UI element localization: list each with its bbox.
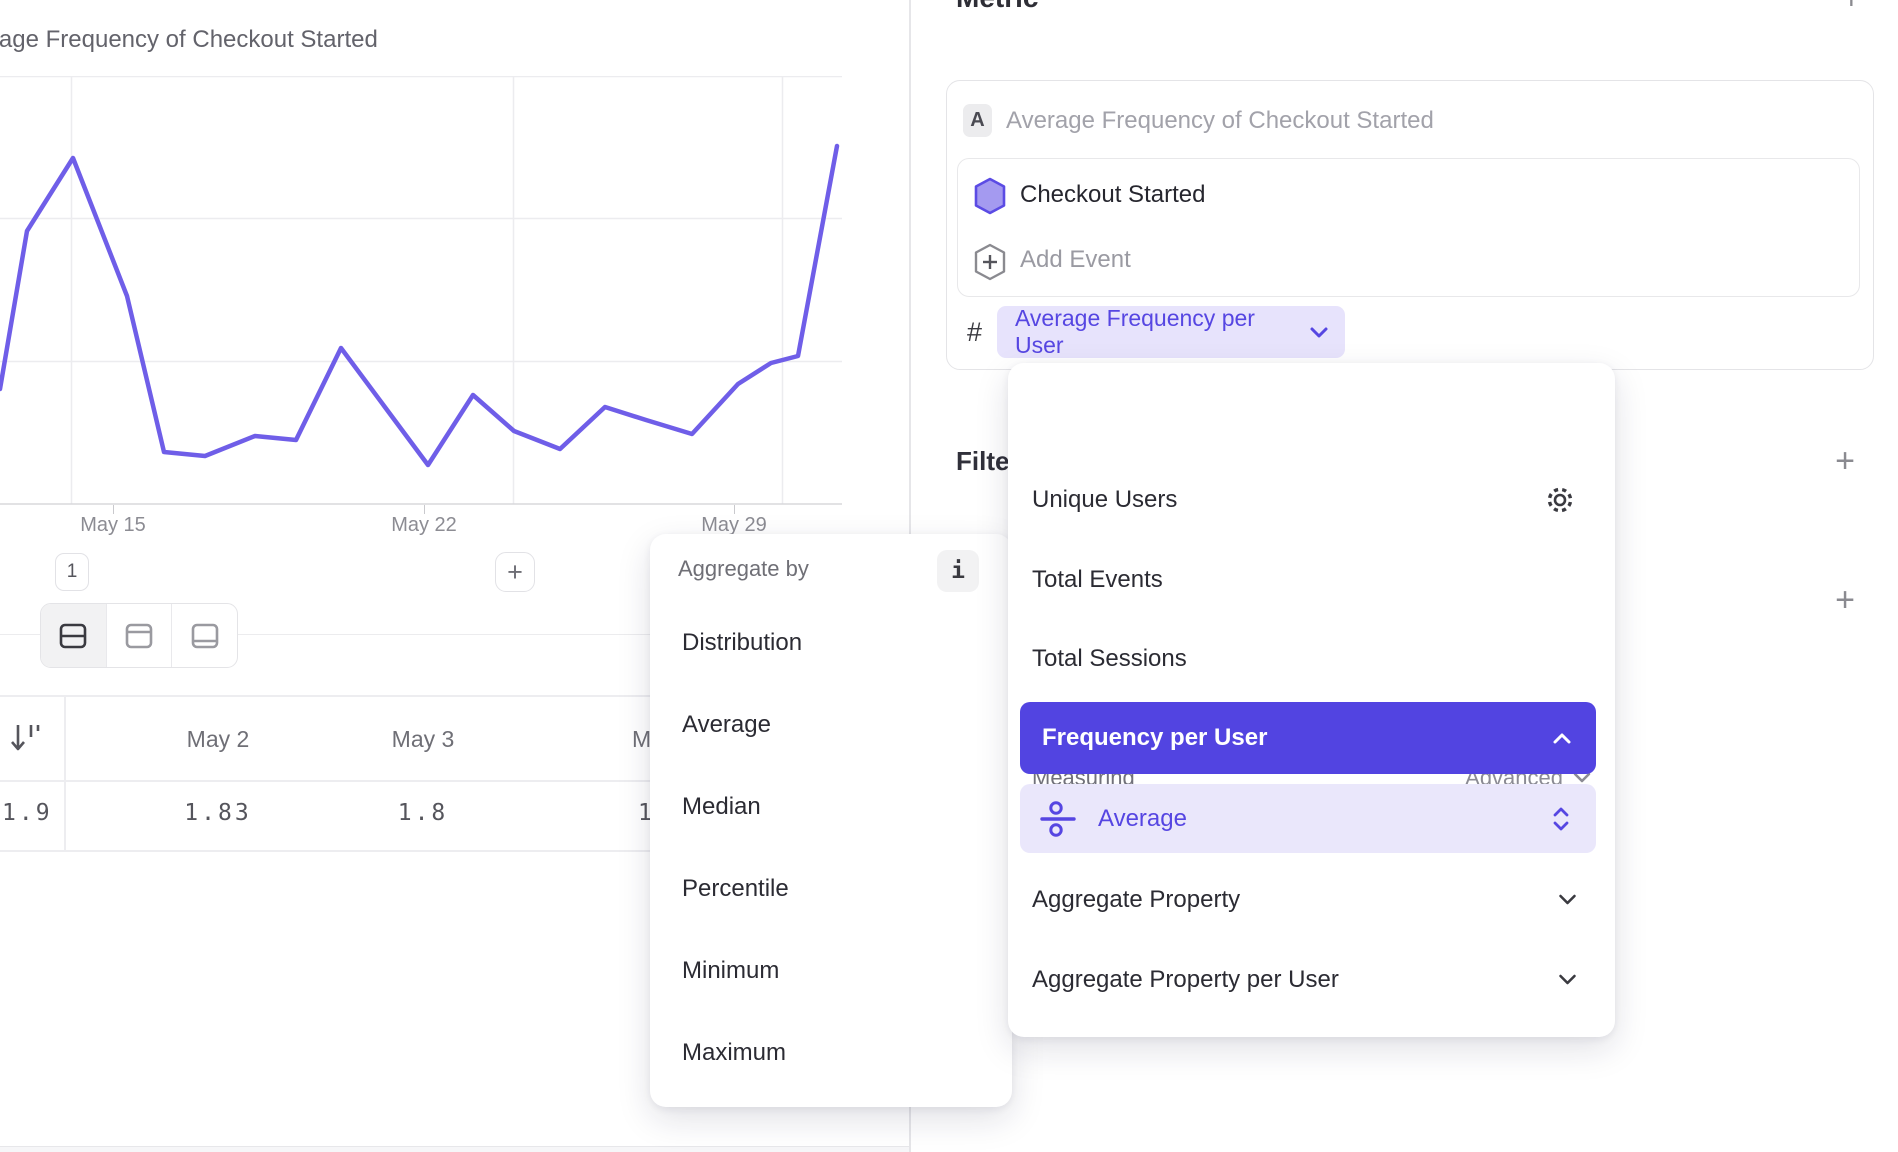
measure-type-icon: # [967,317,983,347]
aggregate-item-distribution[interactable]: Distribution [650,619,802,667]
metric-card: A Average Frequency of Checkout Started … [946,80,1874,370]
menu-item-aggregate-property[interactable]: Aggregate Property [1008,872,1615,928]
menu-item-total-events[interactable]: Total Events [1008,552,1615,608]
add-annotation-button[interactable]: + [495,552,535,592]
layout-table-only-button[interactable] [171,604,237,667]
panel-bottom-strip [0,1146,909,1152]
table-sticky-divider [64,695,66,850]
menu-item-label: Total Events [1032,566,1163,593]
x-tick-label: May 29 [701,514,767,536]
aggregate-item-label: Minimum [682,957,780,984]
aggregate-item-minimum[interactable]: Minimum [650,947,779,995]
add-filter-button[interactable]: + [1835,441,1855,480]
aggregate-item-maximum[interactable]: Maximum [650,1029,786,1077]
table-column-header[interactable]: May 2 [186,726,250,752]
menu-subitem-average[interactable]: Average [1020,784,1596,853]
subitem-label: Average [1098,804,1187,832]
table-header-border [0,780,909,782]
table-only-icon [191,623,218,648]
menu-item-label: Unique Users [1032,486,1178,513]
x-tick-mark [734,505,735,514]
metric-badge: A [963,104,992,137]
average-divide-icon [1040,800,1076,837]
selected-item-label: Frequency per User [1042,724,1268,751]
add-event-button[interactable]: Add Event [1020,246,1131,273]
gear-icon[interactable] [1543,483,1577,517]
split-view-icon [60,623,87,648]
chevron-up-icon [1553,733,1571,743]
table-column-header[interactable]: May 3 [391,726,455,752]
table-cell-value: 1.9 [2,800,53,826]
layout-chart-only-button[interactable] [105,604,172,667]
measuring-menu: Measuring Advanced Unique Users Total Ev… [1008,363,1615,1037]
table-top-border [0,695,909,697]
info-button[interactable]: i [937,550,979,592]
table-cell-value: 1.8 [397,800,449,826]
chevron-down-icon [1559,894,1576,905]
event-card: Checkout Started Add Event [957,158,1860,297]
menu-item-unique-users[interactable]: Unique Users [1008,472,1615,528]
metric-name[interactable]: Average Frequency of Checkout Started [1006,107,1434,134]
table-cell-value: 1.83 [184,800,252,826]
metric-section-title: Metric [956,0,1038,14]
add-metric-button[interactable]: + [1842,0,1861,17]
menu-item-label: Aggregate Property [1032,886,1241,913]
aggregate-item-label: Average [682,711,771,738]
layout-split-button[interactable] [41,604,106,667]
aggregate-item-label: Percentile [682,875,789,902]
add-event-icon[interactable] [974,243,1006,281]
layout-toggle-group [40,603,238,668]
table-row-border [0,850,909,852]
aggregate-item-average[interactable]: Average [650,701,771,749]
aggregate-item-percentile[interactable]: Percentile [650,865,789,913]
measurement-dropdown-button[interactable]: Average Frequency per User [997,305,1345,358]
chevron-down-icon [1310,327,1328,337]
x-tick-label: May 22 [391,514,457,536]
chevron-up-down-icon [1553,807,1569,830]
table-cell-value: 1 [638,800,655,826]
add-breakdown-button[interactable]: + [1835,580,1855,619]
aggregate-item-median[interactable]: Median [650,783,761,831]
sort-icon[interactable] [10,720,44,761]
chart-title: Average Frequency of Checkout Started [0,26,378,53]
menu-item-aggregate-property-per-user[interactable]: Aggregate Property per User [1008,952,1615,1008]
aggregate-item-label: Distribution [682,629,803,656]
aggregate-by-menu: Aggregate by i Distribution Average Median… [650,534,1012,1107]
menu-item-total-sessions[interactable]: Total Sessions [1008,631,1615,687]
aggregate-item-label: Median [682,793,761,820]
aggregate-item-label: Maximum [682,1039,787,1066]
menu-item-label: Total Sessions [1032,645,1187,672]
chart-only-icon [125,623,153,648]
chevron-down-icon [1573,772,1591,783]
x-tick-mark [113,505,114,514]
x-tick-label: May 15 [80,514,146,536]
x-tick-mark [424,505,425,514]
event-hexagon-icon [974,177,1006,215]
chart-line-series[interactable] [0,143,840,468]
line-chart [0,76,842,505]
menu-item-label: Aggregate Property per User [1032,966,1339,993]
menu-item-frequency-per-user-selected[interactable]: Frequency per User [1020,702,1596,774]
footer-divider [0,634,909,635]
event-name[interactable]: Checkout Started [1020,181,1206,208]
measurement-label: Average Frequency per User [1015,305,1255,358]
aggregate-by-header: Aggregate by [678,556,809,581]
series-count-button[interactable]: 1 [55,553,89,591]
chevron-down-icon [1559,974,1576,985]
